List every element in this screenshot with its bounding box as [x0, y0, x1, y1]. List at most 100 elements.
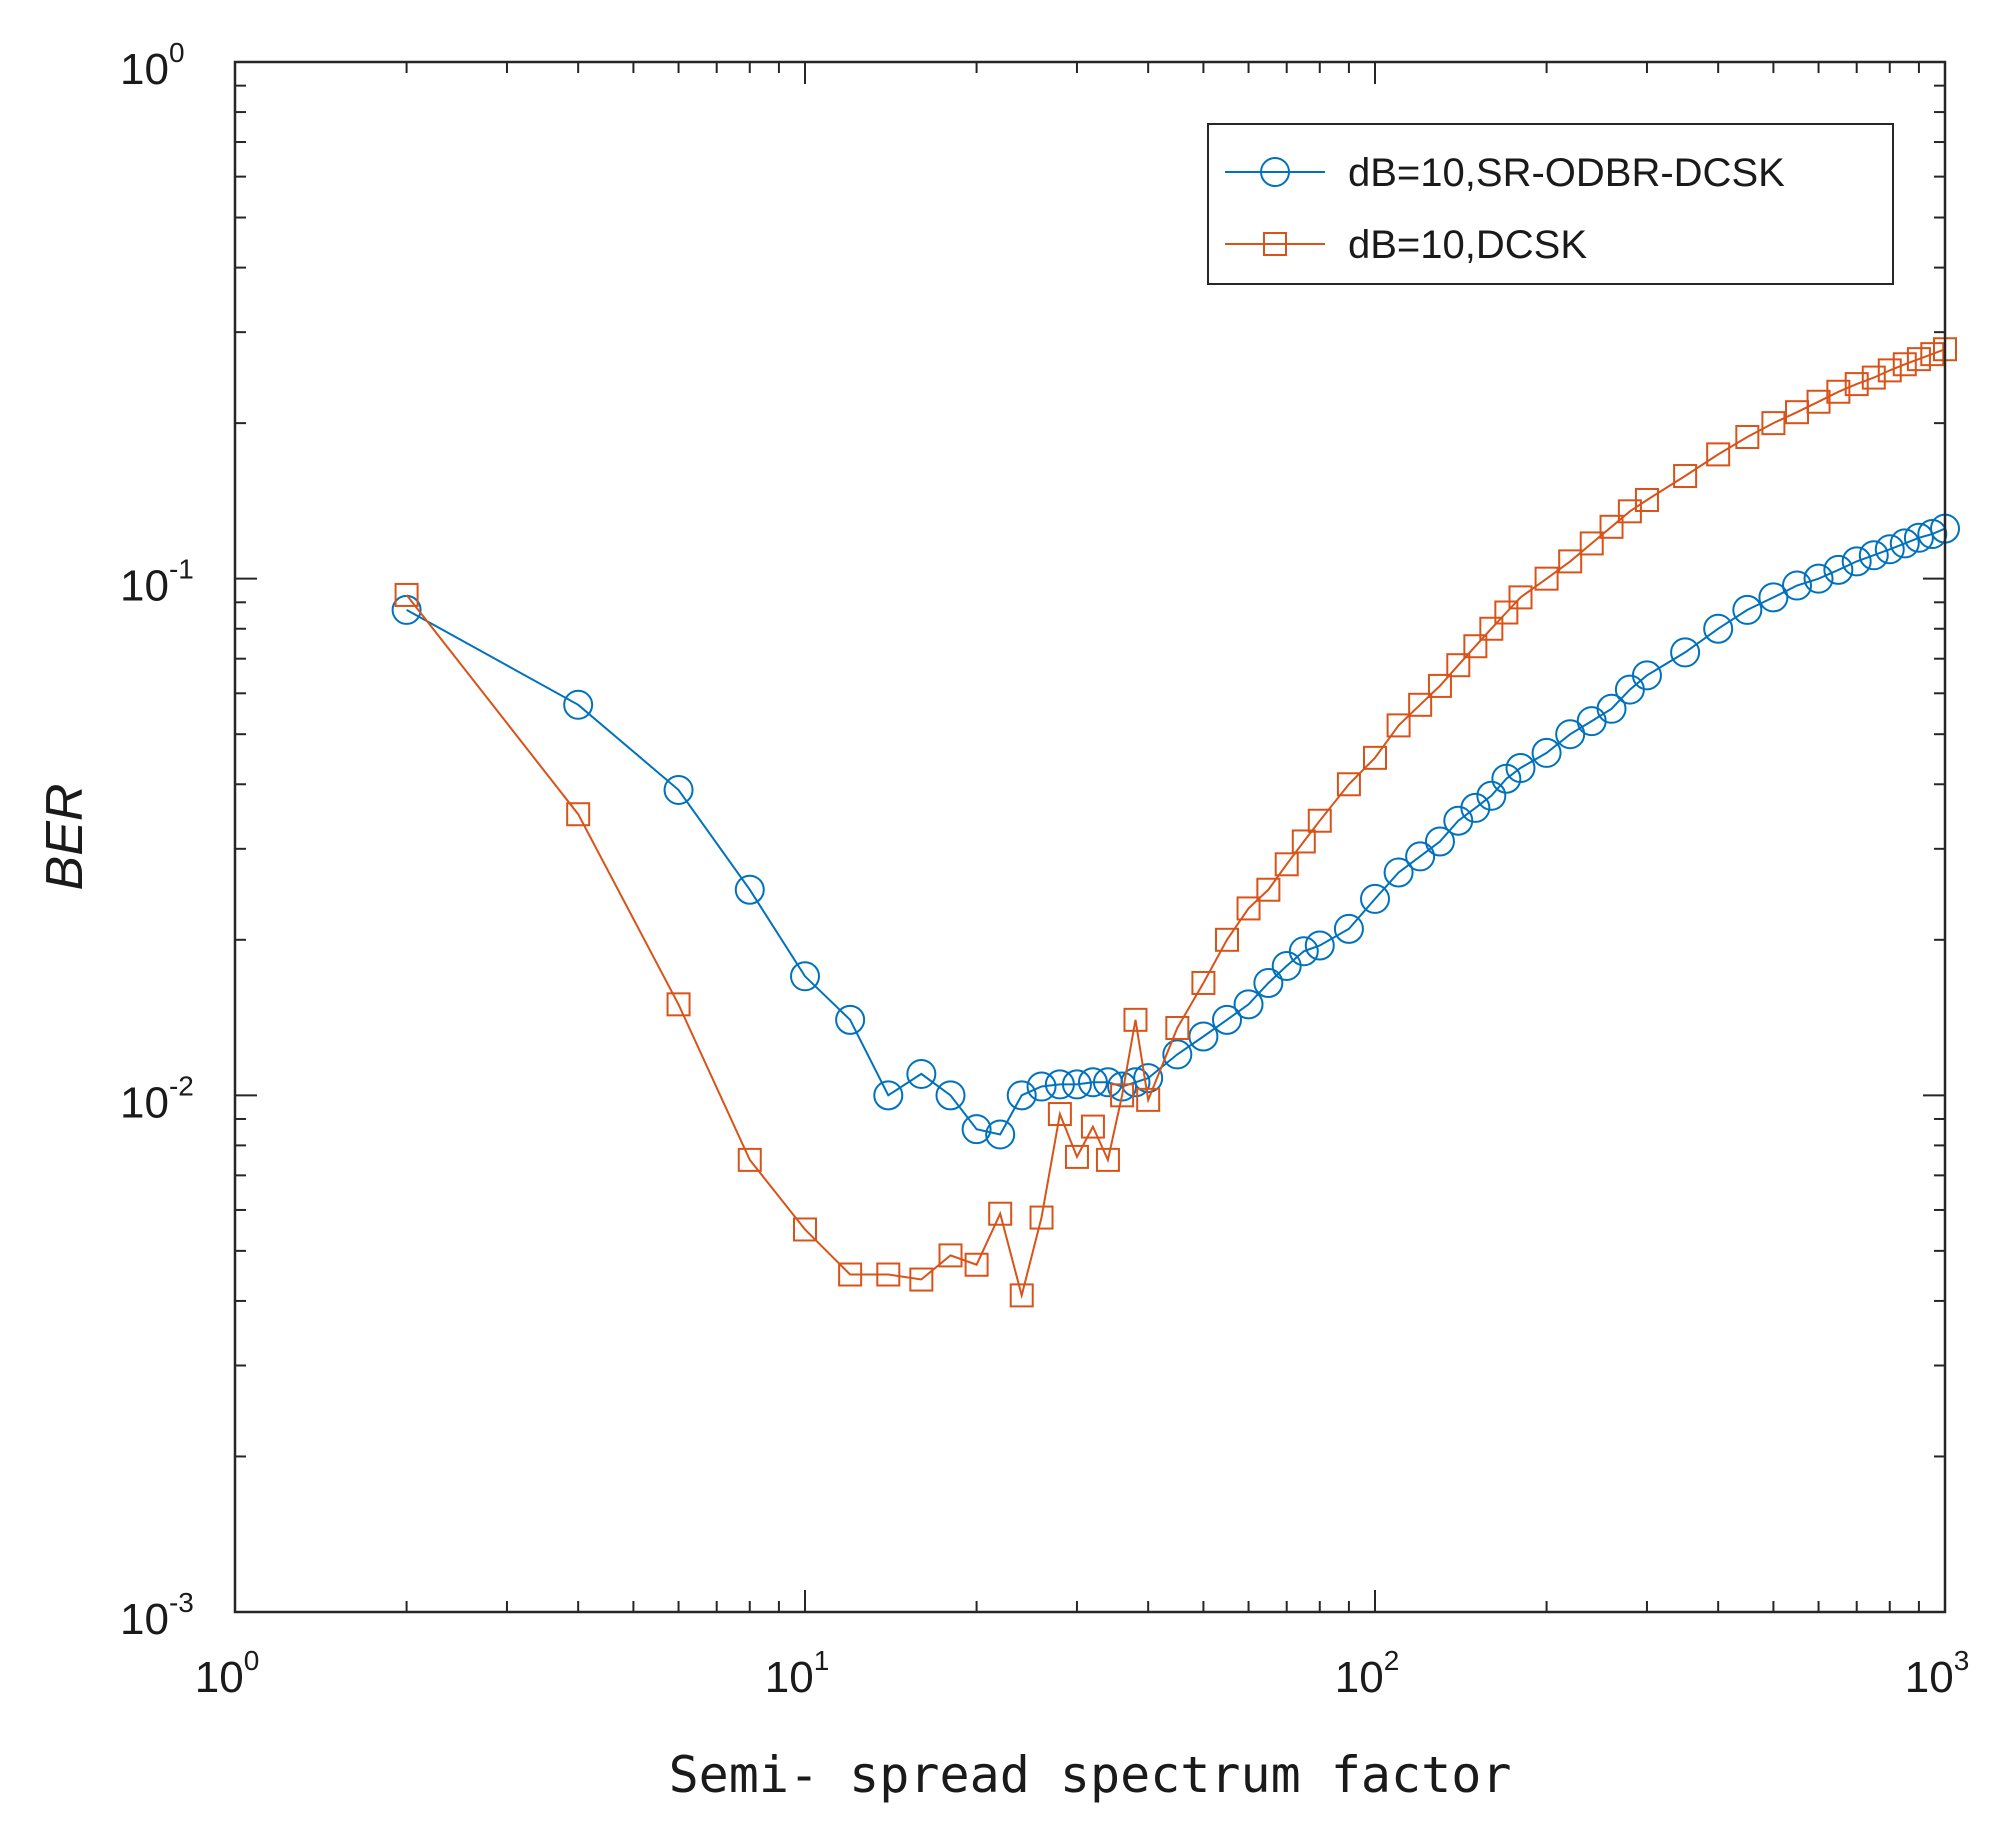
data-point-circle	[1874, 534, 1905, 565]
data-point-circle	[1803, 563, 1834, 594]
data-point-square	[1634, 487, 1659, 512]
axis-ticks	[234, 61, 1946, 1613]
data-point-square	[1861, 365, 1886, 390]
y-tick-exponent: -1	[169, 554, 194, 585]
x-tick-label: 100	[195, 1645, 260, 1702]
data-point-square	[1123, 1007, 1148, 1032]
data-point-square	[1291, 829, 1316, 854]
data-point-square	[1408, 692, 1433, 717]
data-point-square	[1136, 1087, 1161, 1112]
data-point-circle	[1212, 1004, 1243, 1035]
data-point-square	[1599, 514, 1624, 539]
data-point-square	[988, 1201, 1013, 1226]
data-point-circle	[1703, 613, 1734, 644]
legend-marker-circle	[1260, 157, 1290, 187]
data-point-square	[1047, 1102, 1072, 1127]
legend-label-series-1: dB=10,SR-ODBR-DCSK	[1348, 151, 1785, 195]
data-point-circle	[1823, 554, 1854, 585]
data-point-square	[1236, 896, 1261, 921]
data-point-circle	[1476, 780, 1507, 811]
data-point-square	[1920, 342, 1945, 367]
data-point-circle	[985, 1119, 1016, 1150]
data-point-circle	[563, 689, 594, 720]
y-tick-labels: 10-3 10-2 10-1 100	[120, 37, 194, 1644]
data-point-circle	[906, 1058, 937, 1089]
data-point-circle	[1333, 913, 1364, 944]
y-tick-label: 10-1	[120, 554, 194, 611]
data-point-square	[1080, 1114, 1105, 1139]
x-tick-exponent: 3	[1954, 1645, 1970, 1676]
data-point-circle	[663, 774, 694, 805]
data-point-circle	[1288, 936, 1319, 967]
data-point-square	[964, 1252, 989, 1277]
x-tick-exponent: 2	[1384, 1645, 1400, 1676]
data-point-circle	[1006, 1080, 1037, 1111]
data-point-square	[1735, 425, 1760, 450]
data-point-circle	[1889, 528, 1920, 559]
data-point-circle	[1061, 1069, 1092, 1100]
data-point-circle	[1233, 989, 1264, 1020]
data-point-circle	[1505, 753, 1536, 784]
data-point-circle	[1120, 1067, 1151, 1098]
data-point-square	[1806, 389, 1831, 414]
data-point-circle	[1531, 737, 1562, 768]
x-axis-label: Semi- spread spectrum factor	[669, 1746, 1512, 1804]
y-tick-label: 10-3	[120, 1587, 194, 1644]
data-point-square	[793, 1217, 817, 1242]
data-point-square	[394, 582, 419, 607]
data-point-square	[1892, 352, 1917, 377]
data-point-circle	[1044, 1069, 1075, 1100]
data-point-square	[1029, 1205, 1054, 1230]
data-point-square	[1877, 358, 1902, 383]
y-tick-exponent: -2	[169, 1070, 194, 1101]
data-point-circle	[1596, 693, 1627, 724]
data-point-circle	[1383, 857, 1414, 888]
data-point-square	[1906, 347, 1931, 372]
y-tick-exponent: 0	[169, 37, 185, 68]
data-point-square	[1095, 1147, 1120, 1172]
data-point-circle	[1917, 519, 1948, 550]
data-point-circle	[1782, 570, 1813, 601]
data-point-circle	[873, 1080, 904, 1111]
data-point-square	[909, 1267, 934, 1292]
data-point-square	[876, 1262, 901, 1287]
data-point-circle	[1077, 1067, 1108, 1098]
data-point-square	[1826, 379, 1851, 404]
data-point-square	[737, 1147, 762, 1172]
y-tick-exponent: -3	[169, 1587, 194, 1618]
data-point-square	[1165, 1015, 1190, 1040]
data-point-square	[566, 802, 591, 827]
data-point-square	[1009, 1283, 1034, 1308]
data-point-square	[1706, 442, 1731, 467]
x-tick-label: 103	[1905, 1645, 1970, 1702]
data-point-square	[1110, 1083, 1135, 1108]
data-point-circle	[1026, 1071, 1057, 1102]
data-point-square	[1386, 713, 1411, 738]
data-point-square	[1307, 808, 1332, 833]
data-point-circle	[1424, 826, 1455, 857]
data-point-square	[1534, 566, 1559, 591]
data-point-square	[1427, 673, 1452, 698]
data-point-circle	[1162, 1039, 1193, 1070]
data-point-square	[1494, 600, 1519, 625]
data-point-circle	[1631, 660, 1662, 691]
data-point-square	[1479, 616, 1504, 641]
data-point-square	[1215, 927, 1240, 952]
y-axis-label: BER	[36, 784, 94, 891]
data-point-square	[1463, 634, 1488, 659]
data-point-square	[1844, 372, 1869, 397]
data-point-square	[1363, 745, 1387, 770]
data-point-square	[1336, 772, 1361, 797]
data-point-square	[666, 992, 691, 1017]
x-tick-label: 101	[765, 1645, 830, 1702]
data-point-square	[1274, 852, 1299, 877]
legend-box	[1207, 123, 1894, 285]
data-point-square	[1761, 411, 1786, 436]
data-point-circle	[1903, 522, 1934, 553]
data-point-circle	[1732, 594, 1763, 625]
data-point-circle	[734, 874, 765, 905]
data-point-square	[1191, 970, 1216, 995]
data-point-circle	[1670, 637, 1701, 668]
data-point-circle	[1188, 1021, 1219, 1052]
